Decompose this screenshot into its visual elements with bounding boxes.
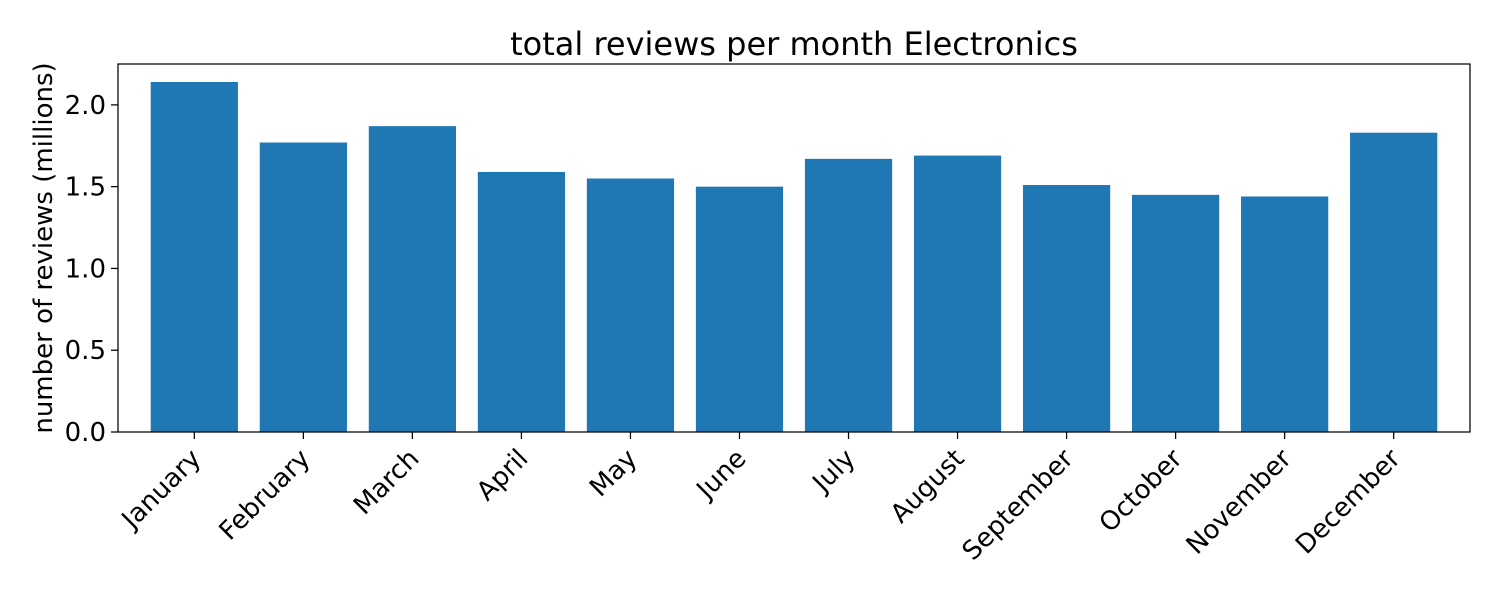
x-tick-label-july: July [806,444,862,500]
bar-february [259,142,347,433]
y-axis-label: number of reviews (millions) [29,62,59,433]
bar-november [1241,196,1329,432]
x-tick-label-january: January [115,444,207,536]
bar-june [695,186,784,432]
bar-may [586,178,675,432]
x-tick-label-october: October [1094,444,1189,539]
bar-december [1350,132,1438,432]
bar-july [804,158,893,432]
x-tick-label-april: April [471,444,534,507]
chart-title: total reviews per month Electronics [510,25,1078,63]
x-tick-label-september: September [957,444,1080,567]
plot-frame [117,63,1471,433]
y-tick-label: 1.0 [65,254,106,284]
y-tick-label: 0.5 [65,336,106,366]
x-tick-label-june: June [690,444,753,507]
bar-march [368,126,456,432]
x-tick-label-february: February [214,444,317,547]
bar-january [150,81,238,432]
x-tick-label-august: August [885,444,971,530]
bar-april [477,171,566,433]
x-tick-label-march: March [348,444,425,521]
x-tick-label-december: December [1290,444,1407,561]
x-tick-label-may: May [584,444,643,503]
bar-august [913,155,1002,432]
y-tick-label: 2.0 [65,91,106,121]
y-tick-label: 0.0 [65,418,106,448]
x-tick-label-november: November [1181,444,1298,561]
plot-area: 0.0 0.5 1.0 1.5 2.0 January February March April… [65,63,1471,567]
bar-october [1132,194,1220,432]
bar-september [1022,185,1111,432]
y-tick-label: 1.5 [65,173,106,203]
